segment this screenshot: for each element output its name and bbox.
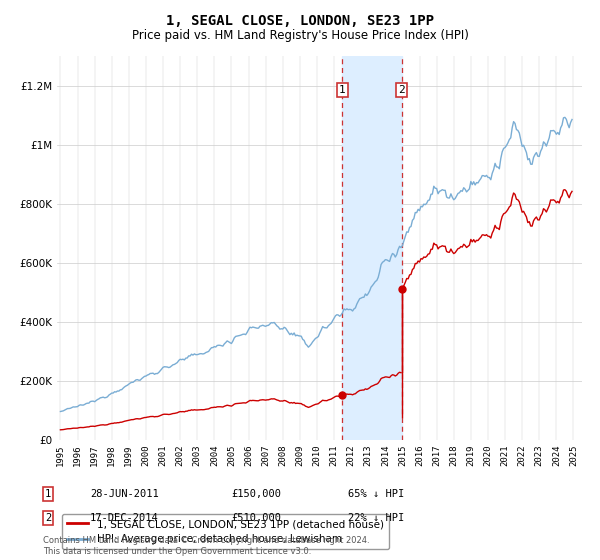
Text: £510,000: £510,000 — [231, 513, 281, 523]
Text: 17-DEC-2014: 17-DEC-2014 — [90, 513, 159, 523]
Text: 1: 1 — [339, 85, 346, 95]
Legend: 1, SEGAL CLOSE, LONDON, SE23 1PP (detached house), HPI: Average price, detached : 1, SEGAL CLOSE, LONDON, SE23 1PP (detach… — [62, 514, 389, 549]
Text: Price paid vs. HM Land Registry's House Price Index (HPI): Price paid vs. HM Land Registry's House … — [131, 29, 469, 42]
Text: £150,000: £150,000 — [231, 489, 281, 499]
Text: 2: 2 — [45, 513, 51, 523]
Text: Contains HM Land Registry data © Crown copyright and database right 2024.
This d: Contains HM Land Registry data © Crown c… — [43, 536, 370, 556]
Text: 1, SEGAL CLOSE, LONDON, SE23 1PP: 1, SEGAL CLOSE, LONDON, SE23 1PP — [166, 14, 434, 28]
Text: 65% ↓ HPI: 65% ↓ HPI — [348, 489, 404, 499]
Bar — [343, 56, 402, 440]
Text: 22% ↓ HPI: 22% ↓ HPI — [348, 513, 404, 523]
Text: 2: 2 — [398, 85, 405, 95]
Text: 28-JUN-2011: 28-JUN-2011 — [90, 489, 159, 499]
Text: 1: 1 — [45, 489, 51, 499]
